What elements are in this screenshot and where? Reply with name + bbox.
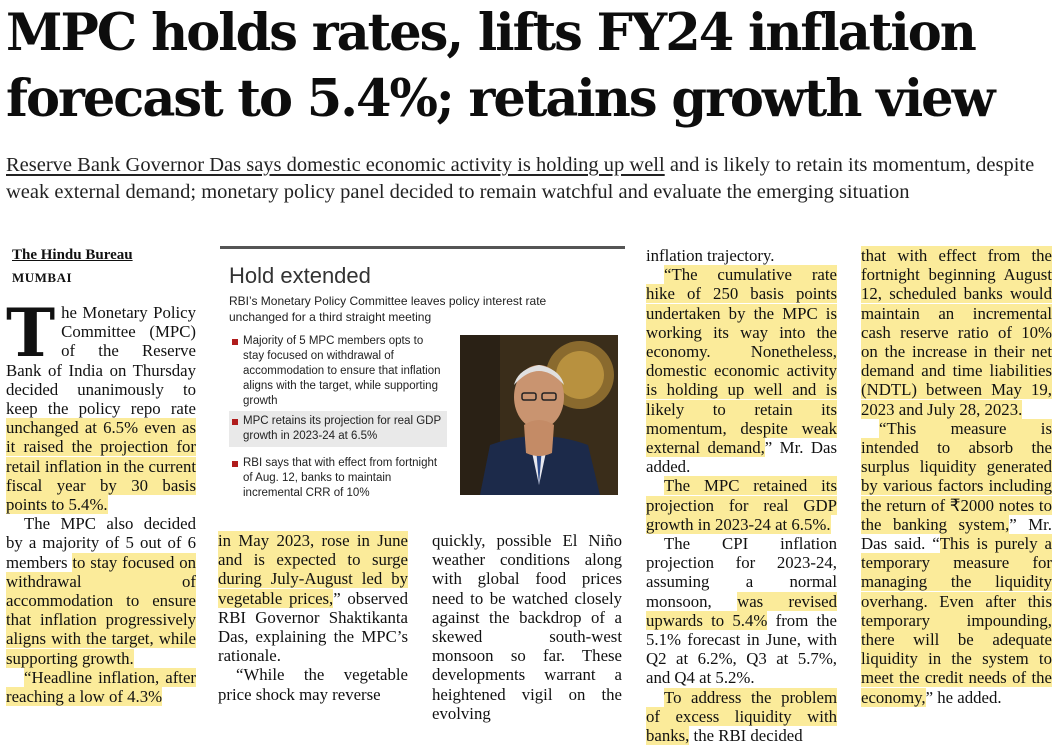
paragraph: in May 2023, rose in June and is expecte… <box>218 531 408 665</box>
paragraph: The CPI inflation projection for 2023-24… <box>646 534 837 688</box>
paragraph: “Headline inflation, after reaching a lo… <box>6 667 196 707</box>
byline: The Hindu Bureau MUMBAI <box>12 247 133 286</box>
paragraph: that with effect from the fortnight begi… <box>861 246 1052 419</box>
bullet-text: MPC retains its projection for real GDP … <box>243 415 441 442</box>
column-5: that with effect from the fortnight begi… <box>861 246 1053 707</box>
column-2: in May 2023, rose in June and is expecte… <box>218 531 408 704</box>
headline: MPC holds rates, lifts FY24 inflation fo… <box>6 0 1056 132</box>
paragraph: quickly, possible El Niño weather condit… <box>432 531 622 723</box>
governor-photo <box>460 335 618 495</box>
highlighted-text: unchanged at 6.5% even as it raised the … <box>6 418 196 515</box>
dateline: MUMBAI <box>12 270 73 285</box>
paragraph: “This measure is intended to absorb the … <box>861 418 1053 707</box>
bullet-square-icon <box>232 419 238 425</box>
infobox-intro: RBI’s Monetary Policy Committee leaves p… <box>229 294 547 324</box>
subhead-underlined: Reserve Bank Governor Das says domestic … <box>6 154 665 176</box>
subhead-rest: and is likely to retain its momentum, de… <box>6 154 1035 203</box>
byline-name: The Hindu Bureau <box>12 247 133 263</box>
text: The CPI inflation projection for 2023-24… <box>646 534 837 611</box>
bullet-text: Majority of 5 MPC members opts to stay f… <box>243 335 441 407</box>
bullet-text: RBI says that with effect from fortnight… <box>243 457 438 499</box>
text: ” Mr. Das said. “ <box>861 514 1052 554</box>
text: The MPC also decided by a majority of 5 … <box>6 514 196 572</box>
paragraph: The MPC also decided by a majority of 5 … <box>6 514 196 668</box>
text: ” Mr. Das added. <box>646 438 837 477</box>
infobox-bullet: RBI says that with effect from fortnight… <box>229 453 447 504</box>
drop-cap: T <box>6 294 56 372</box>
bullet-square-icon <box>232 461 238 467</box>
subheadline: Reserve Bank Governor Das says domestic … <box>6 152 1054 206</box>
infobox-title: Hold extended <box>229 263 371 288</box>
bullet-square-icon <box>232 339 238 345</box>
highlighted-text: “Headline inflation, after reaching a lo… <box>6 667 196 707</box>
column-3: quickly, possible El Niño weather condit… <box>432 531 622 723</box>
text: from the 5.1% forecast in June, with Q2 … <box>646 610 837 688</box>
paragraph: “While the vegetable price shock may rev… <box>218 665 408 704</box>
column-4: inflation trajectory. “The cumulative ra… <box>646 246 837 745</box>
highlighted-text: This is purely a temporary measure for m… <box>861 534 1053 707</box>
infobox-bullet: Majority of 5 MPC members opts to stay f… <box>229 331 447 412</box>
paragraph: inflation trajectory. <box>646 246 775 265</box>
paragraph: The MPC retained its projection for real… <box>646 476 837 534</box>
headline-line-2: forecast to 5.4%; retains growth view <box>6 69 996 129</box>
paragraph: “The cumulative rate hike of 250 basis p… <box>646 265 837 476</box>
text: the RBI decided <box>689 726 803 745</box>
highlighted-text: that with effect from the fortnight begi… <box>861 246 1052 419</box>
paragraph: To address the problem of excess liquidi… <box>646 687 837 745</box>
highlighted-text: “The cumulative rate hike of 250 basis p… <box>646 265 837 458</box>
infobox-hold-extended: Hold extended RBI’s Monetary Policy Comm… <box>220 246 625 517</box>
text: ” he added. <box>925 687 1002 707</box>
highlighted-text: The MPC retained its projection for real… <box>646 476 837 534</box>
text: ” observed RBI Governor Shaktikanta Das,… <box>218 588 408 666</box>
infobox-bullet: MPC retains its projection for real GDP … <box>229 411 447 447</box>
text: he Monetary Policy Committee (MPC) of th… <box>6 303 196 419</box>
headline-line-1: MPC holds rates, lifts FY24 inflation <box>6 3 977 63</box>
